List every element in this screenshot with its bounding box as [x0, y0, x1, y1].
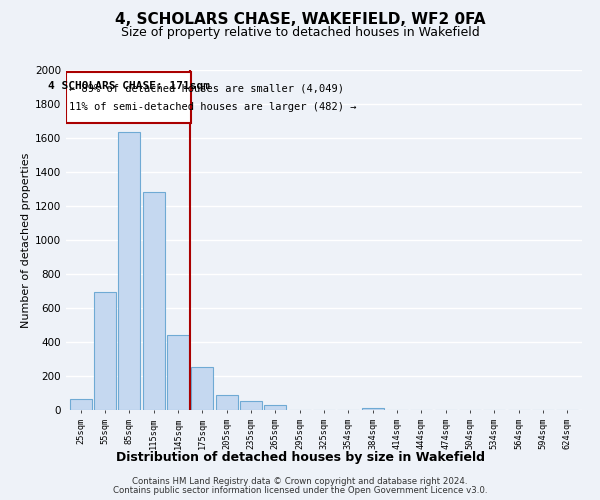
Text: Distribution of detached houses by size in Wakefield: Distribution of detached houses by size … — [115, 451, 485, 464]
Bar — [118, 132, 140, 410]
Bar — [191, 366, 213, 410]
Bar — [215, 394, 238, 410]
Bar — [240, 401, 262, 410]
Text: 4 SCHOLARS CHASE: 171sqm: 4 SCHOLARS CHASE: 171sqm — [48, 81, 210, 91]
Bar — [362, 408, 383, 410]
Text: Contains HM Land Registry data © Crown copyright and database right 2024.: Contains HM Land Registry data © Crown c… — [132, 477, 468, 486]
Bar — [143, 192, 164, 410]
Y-axis label: Number of detached properties: Number of detached properties — [21, 152, 31, 328]
Text: Contains public sector information licensed under the Open Government Licence v3: Contains public sector information licen… — [113, 486, 487, 495]
Bar — [167, 335, 189, 410]
Bar — [70, 399, 92, 410]
FancyBboxPatch shape — [67, 72, 191, 122]
Text: 4, SCHOLARS CHASE, WAKEFIELD, WF2 0FA: 4, SCHOLARS CHASE, WAKEFIELD, WF2 0FA — [115, 12, 485, 28]
Text: ← 89% of detached houses are smaller (4,049): ← 89% of detached houses are smaller (4,… — [70, 84, 344, 94]
Text: 11% of semi-detached houses are larger (482) →: 11% of semi-detached houses are larger (… — [70, 102, 357, 113]
Bar — [265, 405, 286, 410]
Text: Size of property relative to detached houses in Wakefield: Size of property relative to detached ho… — [121, 26, 479, 39]
Bar — [94, 292, 116, 410]
